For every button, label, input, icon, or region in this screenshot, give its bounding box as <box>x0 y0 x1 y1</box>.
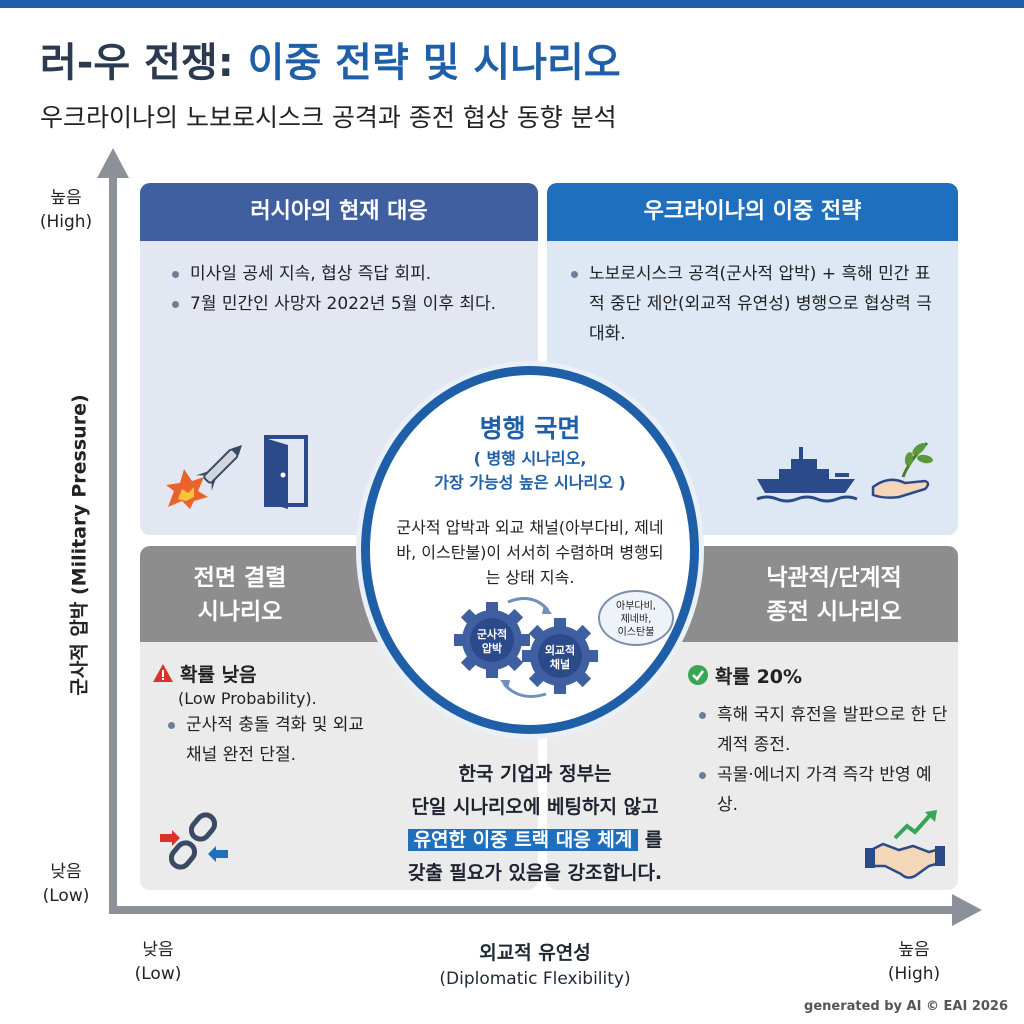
parallel-phase-circle: 병행 국면 ( 병행 시나리오, 가장 가능성 높은 시나리오 ) 군사적 압박… <box>361 366 699 734</box>
title-part-2: 이중 전략 및 시나리오 <box>247 40 621 86</box>
x-axis-title-ko: 외교적 유연성 <box>479 942 591 964</box>
list-item: 노보로시스크 공격(군사적 압박) + 흑해 민간 표적 중단 제안(외교적 유… <box>569 259 939 349</box>
warship-icon <box>756 447 858 503</box>
quadrant-title-line-1: 전면 결렬 <box>193 565 287 591</box>
note-line-4: 갖출 필요가 있음을 강조합니다. <box>407 862 663 884</box>
probability-20: 확률 20% <box>687 662 802 689</box>
quadrant-title: 우크라이나의 이중 전략 <box>547 183 958 241</box>
x-axis-title-en: (Diplomatic Flexibility) <box>439 969 631 989</box>
note-highlight: 유연한 이중 트랙 대응 체계 <box>407 829 639 851</box>
quadrant-title-line-2: 시나리오 <box>197 599 283 625</box>
x-axis-arrow-icon <box>952 894 982 926</box>
gear-label-military-line-2: 압박 <box>481 642 503 655</box>
y-axis-line <box>109 172 117 914</box>
probability-label: 확률 20% <box>715 666 803 688</box>
probability-label: 확률 낮음 <box>180 664 257 686</box>
speech-bubble-venues: 아부다비, 제네바, 이스탄불 <box>598 590 674 646</box>
bubble-line-3: 이스탄불 <box>617 627 655 638</box>
bubble-line-2: 제네바, <box>620 614 652 625</box>
bubble-line-1: 아부다비, <box>616 601 656 612</box>
y-axis-low-label: 낮음 (Low) <box>26 860 106 908</box>
x-axis-high-label: 높음 (High) <box>874 938 954 986</box>
y-axis-arrow-icon <box>97 148 129 178</box>
x-axis-high-ko: 높음 <box>898 940 930 960</box>
list-item: 흑해 국지 휴전을 발판으로 한 단계적 종전. <box>697 700 951 760</box>
gear-label-military: 군사적 압박 <box>462 628 522 656</box>
probability-note: (Low Probability). <box>178 689 317 708</box>
broken-chain-icon <box>160 812 228 870</box>
quadrant-title-line-2: 종전 시나리오 <box>766 599 902 625</box>
x-axis-low-en: (Low) <box>134 964 182 984</box>
korea-recommendation-note: 한국 기업과 정부는 단일 시나리오에 베팅하지 않고 유연한 이중 트랙 대응… <box>345 758 725 890</box>
open-door-icon <box>264 435 308 509</box>
center-subtitle: ( 병행 시나리오, 가장 가능성 높은 시나리오 ) <box>370 447 690 495</box>
check-circle-icon <box>688 665 708 685</box>
x-axis-high-en: (High) <box>887 964 941 984</box>
note-line-2: 단일 시나리오에 베팅하지 않고 <box>411 796 659 818</box>
note-line-3-suffix: 를 <box>638 829 663 851</box>
top-accent-bar <box>0 0 1024 8</box>
page-subtitle: 우크라이나의 노보로시스크 공격과 종전 협상 동향 분석 <box>40 103 617 132</box>
quadrant-title-line-1: 낙관적/단계적 <box>766 565 902 591</box>
center-title: 병행 국면 <box>479 414 581 443</box>
gear-label-diplomatic-line-1: 외교적 <box>544 644 576 657</box>
x-axis-low-ko: 낮음 <box>142 940 174 960</box>
quadrant-title: 러시아의 현재 대응 <box>140 183 538 241</box>
list-item: 7월 민간인 사망자 2022년 5월 이후 최다. <box>170 289 510 319</box>
bullet-list: 군사적 충돌 격화 및 외교 채널 완전 단절. <box>166 710 366 770</box>
y-axis-low-ko: 낮음 <box>50 862 82 882</box>
y-axis-high-ko: 높음 <box>50 188 82 208</box>
missile-explosion-icon <box>166 444 243 509</box>
olive-branch-hand-icon <box>871 441 933 499</box>
center-subtitle-line-2: 가장 가능성 높은 시나리오 ) <box>434 473 626 492</box>
list-item: 군사적 충돌 격화 및 외교 채널 완전 단절. <box>166 710 366 770</box>
probability-low: 확률 낮음 (Low Probability). <box>152 660 317 708</box>
handshake-growth-icon <box>865 810 945 879</box>
gears-icon <box>454 596 598 698</box>
y-axis-high-label: 높음 (High) <box>26 186 106 234</box>
center-subtitle-line-1: ( 병행 시나리오, <box>473 449 587 468</box>
x-axis-low-label: 낮음 (Low) <box>118 938 198 986</box>
quadrant-title: 낙관적/단계적 종전 시나리오 <box>724 561 944 629</box>
gear-label-diplomatic: 외교적 채널 <box>530 644 590 672</box>
x-axis-line <box>109 906 961 914</box>
y-axis-high-en: (High) <box>39 212 93 232</box>
gear-label-military-line-1: 군사적 <box>476 628 508 641</box>
bullet-list: 노보로시스크 공격(군사적 압박) + 흑해 민간 표적 중단 제안(외교적 유… <box>569 259 939 349</box>
bullet-list: 미사일 공세 지속, 협상 즉답 회피. 7월 민간인 사망자 2022년 5월… <box>170 259 510 319</box>
y-axis-low-en: (Low) <box>42 886 90 906</box>
gear-label-diplomatic-line-2: 채널 <box>549 658 571 671</box>
watermark: generated by AI © EAI 2026 <box>804 999 1008 1014</box>
warning-icon <box>153 664 173 682</box>
center-body: 군사적 압박과 외교 채널(아부다비, 제네바, 이스탄불)이 서서히 수렴하며… <box>396 518 664 587</box>
list-item: 미사일 공세 지속, 협상 즉답 회피. <box>170 259 510 289</box>
x-axis-title: 외교적 유연성 (Diplomatic Flexibility) <box>439 938 630 989</box>
list-item: 곡물·에너지 가격 즉각 반영 예상. <box>697 760 951 820</box>
bullet-list: 흑해 국지 휴전을 발판으로 한 단계적 종전. 곡물·에너지 가격 즉각 반영… <box>697 700 951 820</box>
y-axis-title: 군사적 압박 (Military Pressure) <box>68 394 91 696</box>
quadrant-russia-response: 러시아의 현재 대응 미사일 공세 지속, 협상 즉답 회피. 7월 민간인 사… <box>140 183 538 535</box>
note-line-1: 한국 기업과 정부는 <box>458 763 612 785</box>
page-title: 러-우 전쟁: 이중 전략 및 시나리오 <box>40 30 621 88</box>
title-part-1: 러-우 전쟁: <box>40 40 248 86</box>
note-line-3: 유연한 이중 트랙 대응 체계 를 <box>345 824 725 857</box>
quadrant-title: 전면 결렬 시나리오 <box>140 561 340 629</box>
